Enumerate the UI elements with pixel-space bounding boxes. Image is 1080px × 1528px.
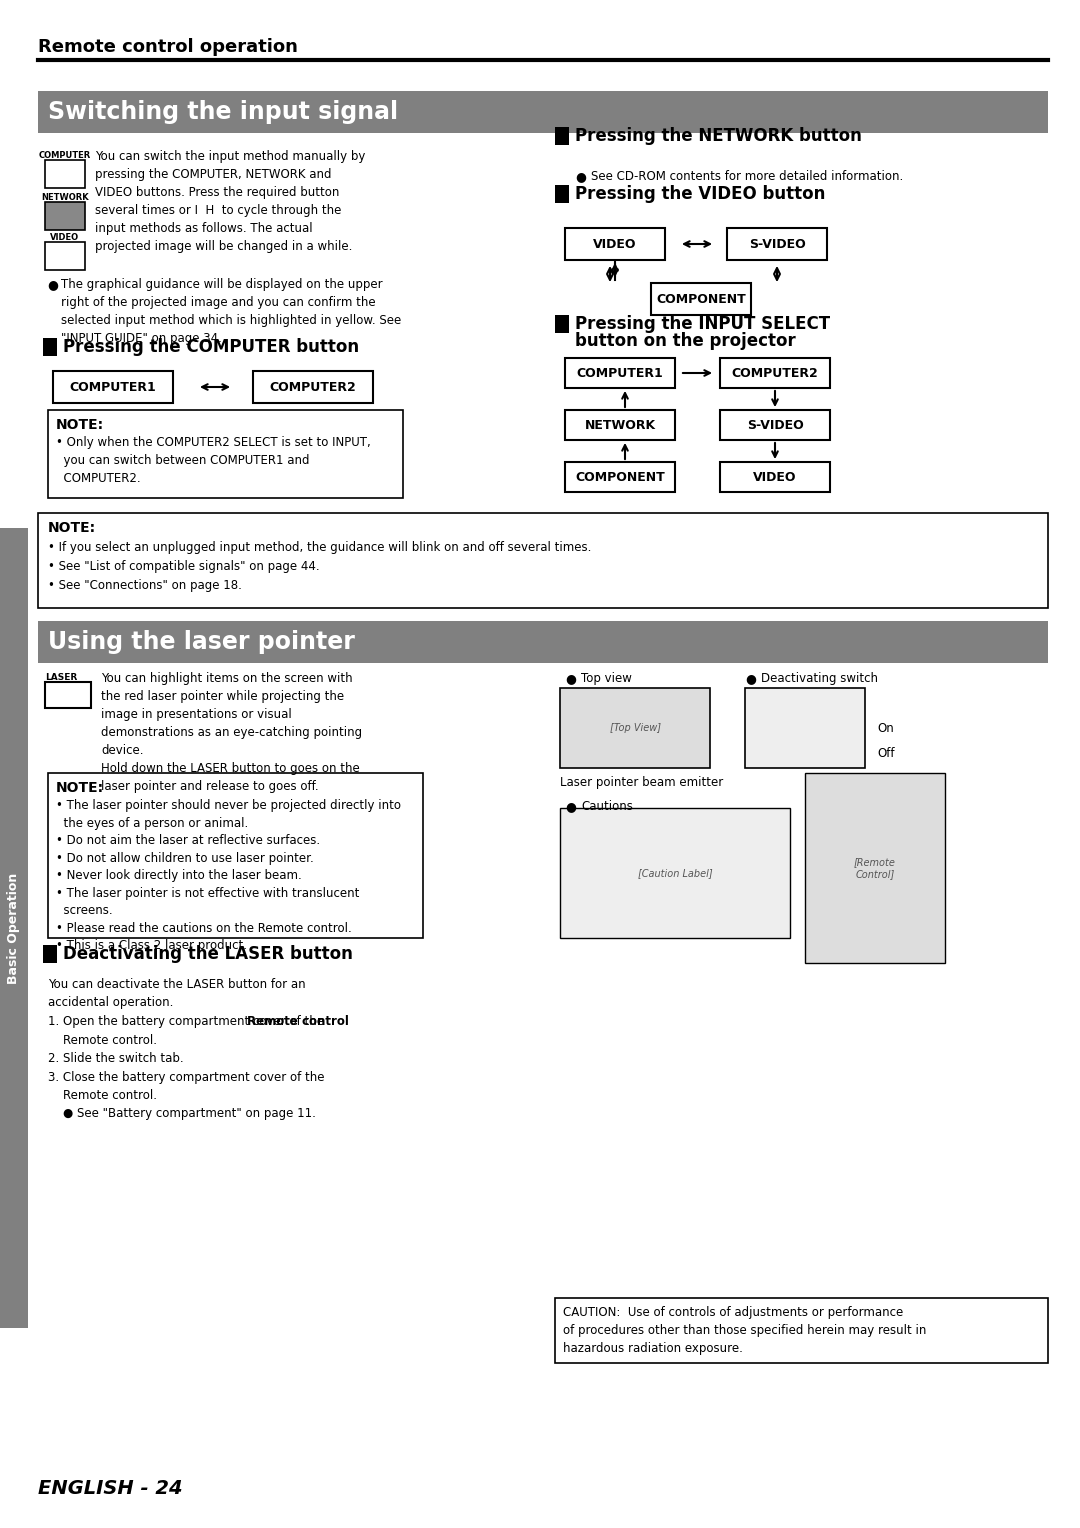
Text: [Caution Label]: [Caution Label] — [637, 868, 713, 879]
Text: NOTE:: NOTE: — [48, 521, 96, 535]
Text: Basic Operation: Basic Operation — [8, 872, 21, 984]
Text: You can highlight items on the screen with
the red laser pointer while projectin: You can highlight items on the screen wi… — [102, 672, 362, 793]
FancyBboxPatch shape — [651, 283, 751, 315]
Text: Pressing the NETWORK button: Pressing the NETWORK button — [575, 127, 862, 145]
FancyBboxPatch shape — [720, 410, 831, 440]
Text: ●: ● — [48, 278, 58, 290]
Text: COMPUTER: COMPUTER — [39, 151, 91, 160]
Text: COMPONENT: COMPONENT — [576, 471, 665, 483]
FancyBboxPatch shape — [43, 944, 57, 963]
FancyBboxPatch shape — [555, 315, 569, 333]
FancyBboxPatch shape — [720, 461, 831, 492]
FancyBboxPatch shape — [555, 185, 569, 203]
FancyBboxPatch shape — [53, 371, 173, 403]
Text: NETWORK: NETWORK — [41, 193, 89, 202]
FancyBboxPatch shape — [555, 1297, 1048, 1363]
FancyBboxPatch shape — [720, 358, 831, 388]
Text: COMPUTER1: COMPUTER1 — [69, 380, 157, 394]
Text: NOTE:: NOTE: — [56, 419, 104, 432]
Text: LASER: LASER — [45, 672, 78, 681]
Text: You can deactivate the LASER button for an
accidental operation.: You can deactivate the LASER button for … — [48, 978, 306, 1008]
Text: [Remote
Control]: [Remote Control] — [854, 857, 896, 879]
Text: • The laser pointer should never be projected directly into
  the eyes of a pers: • The laser pointer should never be proj… — [56, 799, 401, 952]
Text: S-VIDEO: S-VIDEO — [746, 419, 804, 431]
FancyBboxPatch shape — [38, 92, 1048, 133]
Text: ●: ● — [565, 672, 576, 685]
Text: Deactivating the LASER button: Deactivating the LASER button — [63, 944, 353, 963]
Text: Remote control operation: Remote control operation — [38, 38, 298, 57]
Text: ENGLISH - 24: ENGLISH - 24 — [38, 1479, 183, 1497]
Text: Pressing the INPUT SELECT: Pressing the INPUT SELECT — [575, 315, 831, 333]
FancyBboxPatch shape — [565, 461, 675, 492]
Text: Switching the input signal: Switching the input signal — [48, 99, 399, 124]
Text: Pressing the COMPUTER button: Pressing the COMPUTER button — [63, 338, 360, 356]
FancyBboxPatch shape — [48, 410, 403, 498]
FancyBboxPatch shape — [745, 688, 865, 769]
Text: • Only when the COMPUTER2 SELECT is set to INPUT,
  you can switch between COMPU: • Only when the COMPUTER2 SELECT is set … — [56, 435, 370, 484]
Text: COMPUTER1: COMPUTER1 — [577, 367, 663, 379]
FancyBboxPatch shape — [565, 410, 675, 440]
FancyBboxPatch shape — [45, 241, 85, 270]
FancyBboxPatch shape — [43, 338, 57, 356]
Text: Pressing the VIDEO button: Pressing the VIDEO button — [575, 185, 825, 203]
Text: COMPONENT: COMPONENT — [657, 292, 746, 306]
Text: The graphical guidance will be displayed on the upper
right of the projected ima: The graphical guidance will be displayed… — [60, 278, 402, 345]
FancyBboxPatch shape — [561, 688, 710, 769]
Text: See CD-ROM contents for more detailed information.: See CD-ROM contents for more detailed in… — [591, 170, 903, 183]
Text: • If you select an unplugged input method, the guidance will blink on and off se: • If you select an unplugged input metho… — [48, 541, 592, 591]
FancyBboxPatch shape — [45, 681, 91, 707]
FancyBboxPatch shape — [38, 620, 1048, 663]
FancyBboxPatch shape — [727, 228, 827, 260]
Text: Laser pointer beam emitter: Laser pointer beam emitter — [561, 776, 724, 788]
FancyBboxPatch shape — [45, 202, 85, 231]
Text: 1. Open the battery compartment cover of the
    Remote control.
2. Slide the sw: 1. Open the battery compartment cover of… — [48, 1015, 324, 1120]
FancyBboxPatch shape — [565, 228, 665, 260]
Text: Off: Off — [877, 747, 894, 759]
Text: button on the projector: button on the projector — [575, 332, 796, 350]
Text: ●: ● — [745, 672, 756, 685]
FancyBboxPatch shape — [45, 160, 85, 188]
Text: You can switch the input method manually by
pressing the COMPUTER, NETWORK and
V: You can switch the input method manually… — [95, 150, 365, 254]
Text: S-VIDEO: S-VIDEO — [748, 237, 806, 251]
Text: VIDEO: VIDEO — [51, 232, 80, 241]
Text: ●: ● — [565, 801, 576, 813]
Text: On: On — [877, 721, 894, 735]
FancyBboxPatch shape — [565, 358, 675, 388]
Text: Remote control: Remote control — [247, 1015, 349, 1028]
FancyBboxPatch shape — [48, 773, 423, 938]
FancyBboxPatch shape — [805, 773, 945, 963]
FancyBboxPatch shape — [253, 371, 373, 403]
Text: COMPUTER2: COMPUTER2 — [731, 367, 819, 379]
Text: Deactivating switch: Deactivating switch — [761, 672, 878, 685]
Text: COMPUTER2: COMPUTER2 — [270, 380, 356, 394]
Text: Top view: Top view — [581, 672, 632, 685]
Text: ●: ● — [575, 170, 585, 183]
FancyBboxPatch shape — [0, 529, 28, 1328]
Text: [Top View]: [Top View] — [609, 723, 661, 733]
FancyBboxPatch shape — [555, 127, 569, 145]
Text: Using the laser pointer: Using the laser pointer — [48, 630, 355, 654]
FancyBboxPatch shape — [561, 808, 789, 938]
Text: VIDEO: VIDEO — [753, 471, 797, 483]
Text: NETWORK: NETWORK — [584, 419, 656, 431]
Text: NOTE:: NOTE: — [56, 781, 104, 795]
Text: Cautions: Cautions — [581, 801, 633, 813]
Text: CAUTION:  Use of controls of adjustments or performance
of procedures other than: CAUTION: Use of controls of adjustments … — [563, 1306, 927, 1355]
FancyBboxPatch shape — [38, 513, 1048, 608]
Text: VIDEO: VIDEO — [593, 237, 637, 251]
